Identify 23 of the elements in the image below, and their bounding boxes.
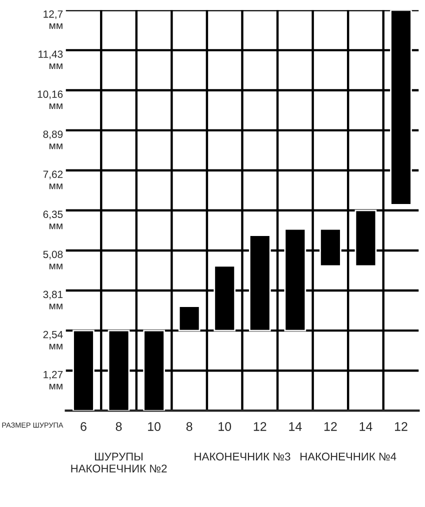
y-tick-label: 12,7 мм <box>44 10 63 29</box>
text: ШУРУПЫ НАКОНЕЧНИК №2 <box>71 452 167 472</box>
y-tick-label: 8,89 мм <box>43 130 63 150</box>
y-tick-label: 5,08 мм <box>43 250 63 270</box>
text: НАКОНЕЧНИК №3 <box>194 452 290 460</box>
x-tick-label: 12 <box>394 422 408 431</box>
y-tick-label: 11,43 мм <box>38 50 63 69</box>
x-tick-label: 10 <box>148 422 161 431</box>
y-tick-label: 7,62 мм <box>43 170 63 190</box>
x-tick-label: 12 <box>254 422 266 431</box>
x-tick-label: 6 <box>80 422 86 431</box>
x-tick-label: 8 <box>186 422 192 431</box>
x-tick-label: 14 <box>289 422 302 431</box>
x-tick-label: 14 <box>360 422 372 431</box>
y-tick-label: 1,27 мм <box>44 370 63 390</box>
y-tick-label: 3,81 мм <box>43 290 63 310</box>
y-tick-label: 6,35 мм <box>43 210 63 230</box>
x-tick-label: 10 <box>218 422 232 431</box>
y-tick-label: 2,54 мм <box>43 330 63 350</box>
y-tick-label: 10,16 мм <box>38 90 63 110</box>
x-tick-label: 8 <box>116 422 122 431</box>
x-tick-label: 12 <box>324 422 337 431</box>
text: НАКОНЕЧНИК №4 <box>300 452 396 460</box>
